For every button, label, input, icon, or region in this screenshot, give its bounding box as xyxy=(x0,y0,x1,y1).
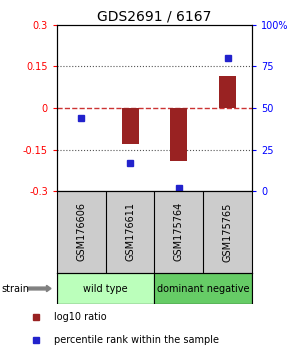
Text: percentile rank within the sample: percentile rank within the sample xyxy=(54,335,219,346)
Text: wild type: wild type xyxy=(83,284,128,293)
Text: GSM175764: GSM175764 xyxy=(174,202,184,262)
Text: log10 ratio: log10 ratio xyxy=(54,312,106,322)
Text: GSM176611: GSM176611 xyxy=(125,202,135,261)
Bar xyxy=(219,76,236,108)
Text: GSM176606: GSM176606 xyxy=(76,202,86,261)
Bar xyxy=(57,273,154,304)
Bar xyxy=(154,273,252,304)
Bar xyxy=(122,108,139,144)
Bar xyxy=(170,108,188,161)
Text: GSM175765: GSM175765 xyxy=(223,202,232,262)
Text: dominant negative: dominant negative xyxy=(157,284,250,293)
Text: strain: strain xyxy=(2,284,29,293)
Title: GDS2691 / 6167: GDS2691 / 6167 xyxy=(97,10,212,24)
